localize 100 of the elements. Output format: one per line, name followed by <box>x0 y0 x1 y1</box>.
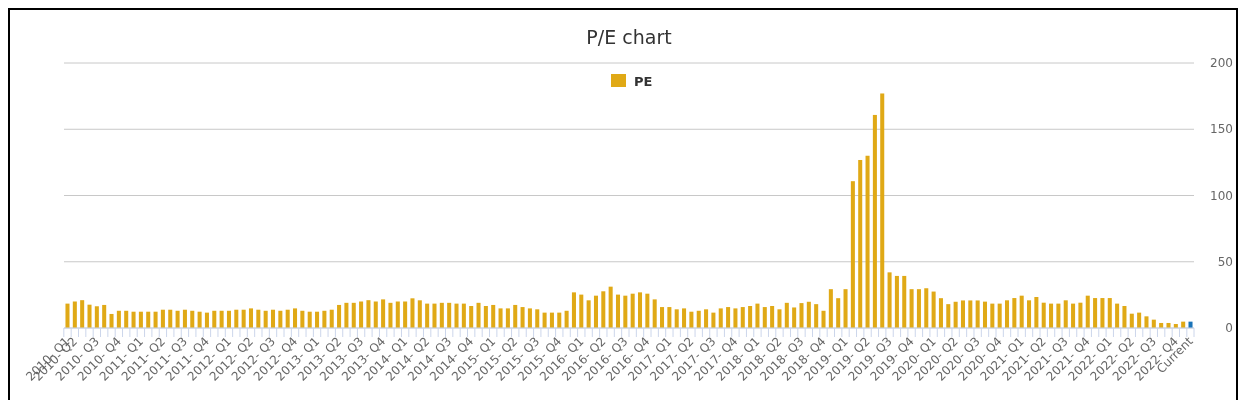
bar <box>718 308 723 328</box>
bar <box>447 302 452 328</box>
bar <box>946 304 951 328</box>
bar <box>1129 313 1134 328</box>
bar <box>153 311 158 328</box>
bar <box>894 275 899 328</box>
bar <box>197 311 202 328</box>
bar <box>902 275 907 328</box>
bar <box>344 302 349 328</box>
bar <box>1093 298 1098 328</box>
bar <box>80 300 85 328</box>
bar <box>498 308 503 328</box>
bar <box>660 307 665 328</box>
bar <box>234 309 239 328</box>
bar <box>116 310 121 328</box>
bar <box>696 310 701 328</box>
bar <box>175 310 180 328</box>
bar <box>770 306 775 328</box>
chart-title: P/E chart <box>586 26 672 48</box>
bar <box>880 93 885 328</box>
bar <box>160 309 165 328</box>
bar <box>87 304 92 328</box>
bar <box>293 308 298 328</box>
bar <box>204 312 209 328</box>
bar <box>1078 302 1083 328</box>
bar <box>307 311 312 328</box>
bar <box>726 307 731 328</box>
bar <box>388 302 393 328</box>
bar <box>608 286 613 328</box>
bar <box>557 312 562 328</box>
bar <box>417 300 422 328</box>
bar <box>1004 300 1010 328</box>
bar <box>630 293 635 328</box>
bar <box>674 309 679 328</box>
bar <box>821 310 826 328</box>
bar <box>748 306 753 328</box>
legend-label: PE <box>634 73 653 89</box>
bar <box>1188 321 1193 328</box>
bar <box>593 295 598 328</box>
bar <box>762 307 767 328</box>
bar <box>366 300 371 328</box>
bar <box>505 308 510 328</box>
bar <box>102 304 107 328</box>
bar <box>131 311 136 328</box>
bar <box>799 303 804 328</box>
y-tick-label: 150 <box>1210 122 1233 137</box>
bar <box>1034 297 1039 328</box>
bar <box>527 308 532 328</box>
bar <box>513 304 518 328</box>
bar <box>704 309 709 328</box>
bar <box>637 292 643 328</box>
bar <box>256 309 261 328</box>
bar <box>579 294 584 328</box>
bar <box>997 303 1002 328</box>
bar <box>182 309 187 328</box>
bar <box>1122 306 1127 328</box>
bar <box>476 302 481 328</box>
bar <box>814 304 819 328</box>
bar <box>1056 303 1061 328</box>
bar <box>682 308 687 328</box>
bar <box>843 289 848 328</box>
bar <box>483 306 488 328</box>
bar <box>285 309 290 328</box>
bar <box>924 288 929 328</box>
bar <box>381 299 386 328</box>
bar <box>263 310 268 328</box>
bar <box>1144 316 1149 328</box>
bar <box>755 303 760 328</box>
bar <box>168 309 173 328</box>
bar <box>850 181 855 328</box>
bar <box>887 272 892 328</box>
bar <box>1041 302 1046 328</box>
bar <box>953 301 958 328</box>
bar <box>1085 295 1090 328</box>
bar <box>645 293 650 328</box>
bar <box>990 303 995 328</box>
bar <box>777 309 782 328</box>
bar <box>1166 322 1171 328</box>
bar <box>454 303 459 328</box>
bar <box>403 301 408 328</box>
bar <box>109 313 114 328</box>
bar <box>806 301 811 328</box>
bar <box>931 291 936 328</box>
bar <box>586 300 591 328</box>
bar <box>1115 303 1120 328</box>
bar <box>94 306 99 328</box>
bar <box>792 307 797 328</box>
bar <box>270 309 276 328</box>
bar <box>315 311 320 328</box>
bar <box>1137 312 1142 328</box>
bar <box>425 303 430 328</box>
bar <box>300 310 305 328</box>
bar <box>615 294 621 328</box>
bar <box>667 307 672 328</box>
bar <box>571 292 576 328</box>
bar <box>711 312 716 328</box>
bar <box>322 310 327 328</box>
bar <box>124 310 129 328</box>
bar <box>1012 298 1017 328</box>
bar <box>601 291 606 328</box>
